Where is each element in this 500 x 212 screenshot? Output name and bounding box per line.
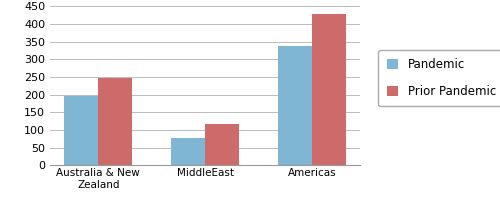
Bar — [278, 46, 312, 165]
Bar — [98, 78, 132, 165]
Bar — [64, 96, 98, 165]
Legend: Pandemic, Prior Pandemic: Pandemic, Prior Pandemic — [378, 50, 500, 106]
Bar — [171, 138, 205, 165]
Bar — [312, 14, 346, 165]
Bar — [205, 124, 239, 165]
